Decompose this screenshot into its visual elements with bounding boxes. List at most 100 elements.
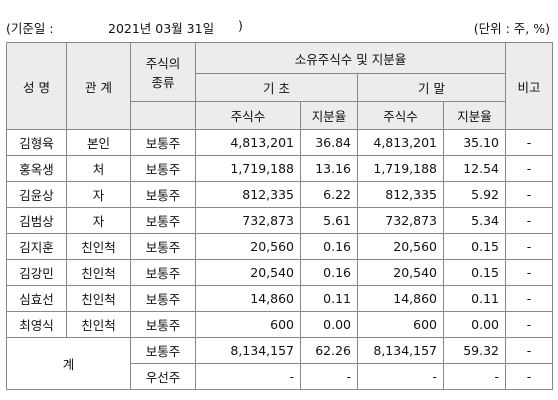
cell: 본인 (66, 129, 131, 156)
cell: - (195, 363, 301, 390)
date: 2021년 03월 31일 (108, 21, 215, 36)
cell: 14,860 (195, 285, 301, 312)
date-prefix: (기준일 : (6, 21, 54, 36)
cell: 5.34 (442, 207, 507, 234)
cell: 0.15 (442, 259, 507, 286)
cell: 0.11 (442, 285, 507, 312)
cell: 13.16 (300, 155, 358, 182)
cell: 20,560 (195, 233, 301, 260)
table-row: 김지훈 친인척 보통주 20,560 0.16 20,560 0.15- (6, 233, 554, 260)
table-row: 홍옥생 처 보통주 1,719,188 13.16 1,719,188 12.54- (6, 155, 554, 182)
cell: 보통주 (130, 285, 196, 312)
cell: 우선주 (130, 363, 196, 390)
table-row: 김윤상 자 보통주 812,335 6.22 812,335 5.92- (6, 181, 554, 208)
cell: 김강민 (6, 259, 67, 286)
cell: 12.54 (442, 155, 507, 182)
unit: (단위 : 주, %) (473, 21, 550, 36)
cell: 8,134,157 (357, 337, 444, 364)
cell: 최영식 (6, 311, 67, 338)
cell: 김지훈 (6, 233, 67, 260)
header-cell (130, 101, 196, 130)
cell: 732,873 (195, 207, 301, 234)
header-cell: 기 초 (195, 73, 358, 102)
cell: 0.00 (442, 311, 507, 338)
cell: 계 (6, 337, 131, 390)
cell: - (505, 207, 554, 234)
cell: - (505, 259, 554, 286)
cell: 보통주 (130, 129, 196, 156)
table-row: 심효선 친인척 보통주 14,860 0.11 14,860 0.11- (6, 285, 554, 312)
cell: 4,813,201 (195, 129, 301, 156)
header-cell: 지분율 (300, 101, 358, 130)
table-row: 김강민 친인척 보통주 20,540 0.16 20,540 0.15- (6, 259, 554, 286)
cell: - (505, 363, 554, 390)
table-row: 김형육 본인 보통주 4,813,201 36.84 4,813,201 35.10- (6, 129, 554, 156)
header-cell: 비고 (505, 42, 554, 130)
date-suffix: ) (238, 18, 243, 33)
header-cell: 주식의 종류 (130, 42, 196, 102)
cell: 600 (195, 311, 301, 338)
cell: 보통주 (130, 155, 196, 182)
table-row: 우선주 - - - - - (7, 363, 554, 390)
cell: 보통주 (130, 259, 196, 286)
cell: 0.16 (300, 233, 358, 260)
header-cell: 기 말 (356, 73, 507, 102)
cell: - (505, 233, 554, 260)
cell: - (300, 363, 358, 390)
cell: 6.22 (300, 181, 358, 208)
cell: 5.92 (442, 181, 507, 208)
cell: 보통주 (130, 207, 196, 234)
table-row: 김범상 자 보통주 732,873 5.61 732,873 5.34- (6, 207, 554, 234)
cell: 14,860 (357, 285, 444, 312)
cell: 보통주 (130, 181, 196, 208)
cell: - (505, 155, 554, 182)
cell: - (505, 311, 554, 338)
table-row: 계 보통주 8,134,157 62.26 8,134,157 59.32- (6, 337, 554, 390)
cell: 심효선 (6, 285, 67, 312)
cell: - (505, 129, 554, 156)
cell: 보통주 (130, 311, 196, 338)
cell: 친인척 (66, 285, 131, 312)
cell: 812,335 (195, 181, 301, 208)
cell: 600 (357, 311, 444, 338)
cell: 0.15 (442, 233, 507, 260)
header-cell: 주식수 (195, 101, 301, 130)
cell: 친인척 (66, 311, 131, 338)
cell: 35.10 (442, 129, 507, 156)
cell: 0.00 (300, 311, 358, 338)
cell: 0.11 (300, 285, 358, 312)
cell: 1,719,188 (195, 155, 301, 182)
cell: 보통주 (130, 337, 196, 364)
cell: 8,134,157 (195, 337, 301, 364)
cell: - (357, 363, 444, 390)
cell: 4,813,201 (357, 129, 444, 156)
cell: - (505, 285, 554, 312)
cell: 812,335 (357, 181, 444, 208)
cell: 자 (66, 181, 131, 208)
cell: 36.84 (300, 129, 358, 156)
cell: 20,560 (357, 233, 444, 260)
cell: 자 (66, 207, 131, 234)
header-cell: 지분율 (442, 101, 507, 130)
header-line: 주식의 (145, 56, 181, 71)
cell: 김범상 (6, 207, 67, 234)
cell: 59.32 (442, 337, 507, 364)
table-body: 김형육 본인 보통주 4,813,201 36.84 4,813,201 35.10- 홍옥생… (6, 129, 554, 390)
cell: 김형육 (6, 129, 67, 156)
cell: 20,540 (357, 259, 444, 286)
cell: 친인척 (66, 259, 131, 286)
cell: 0.16 (300, 259, 358, 286)
cell: 김윤상 (6, 181, 67, 208)
header-cell: 성 명 (6, 42, 67, 130)
cell: - (505, 181, 554, 208)
cell: 1,719,188 (357, 155, 444, 182)
cell: - (442, 363, 507, 390)
header-cell: 주식수 (357, 101, 444, 130)
cell: 보통주 (130, 233, 196, 260)
cell: 5.61 (300, 207, 358, 234)
header-cell: 관 계 (66, 42, 131, 130)
cell: 홍옥생 (6, 155, 67, 182)
cell: 처 (66, 155, 131, 182)
header: (기준일 : 2021년 03월 31일 ) (단위 : 주, %) (0, 0, 558, 36)
